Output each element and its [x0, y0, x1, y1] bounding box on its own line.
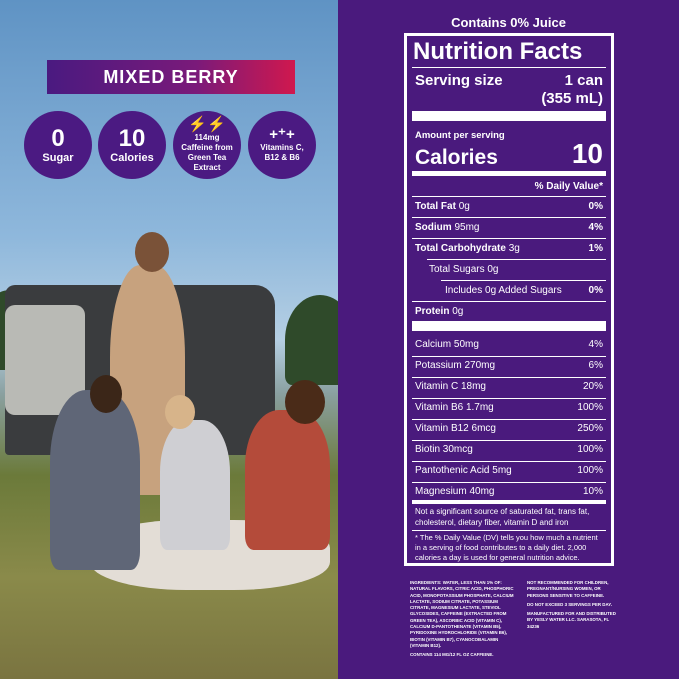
nutrient-row: Total Sugars 0g [429, 264, 499, 275]
nutrient-row: Total Carbohydrate 3g 1% [415, 243, 603, 254]
warning-text: NOT RECOMMENDED FOR CHILDREN, PREGNANT/N… [527, 580, 609, 598]
badge-label: 114mg Caffeine from Green Tea Extract [181, 133, 233, 172]
badge-label: Vitamins C, B12 & B6 [260, 143, 304, 162]
serving-size-ml: (355 mL) [541, 90, 603, 107]
badge-value: 0 [51, 125, 65, 152]
nutrient-row: Includes 0g Added Sugars 0% [445, 285, 603, 296]
vitamin-row: Vitamin C 18mg 20% [415, 381, 603, 392]
dv-header: % Daily Value* [534, 181, 603, 192]
badge-value: 10 [118, 125, 146, 152]
badge-label: Sugar [42, 152, 74, 164]
nutrient-row: Sodium 95mg 4% [415, 222, 603, 233]
vitamin-row: Potassium 270mg 6% [415, 360, 603, 371]
flavor-name: MIXED BERRY [103, 66, 239, 87]
ingredients-text: INGREDIENTS: WATER, LESS THAN 1% OF: NAT… [410, 580, 514, 648]
manufacturer-info: MANUFACTURED FOR AND DISTRIBUTED BY YESL… [527, 611, 616, 629]
dv-footnote: * The % Daily Value (DV) tells you how m… [415, 533, 598, 562]
badge-label: Calories [110, 152, 154, 164]
label-title: Nutrition Facts [413, 38, 583, 65]
badge-sugar: 0 Sugar [24, 111, 92, 179]
serving-size-label: Serving size [415, 72, 503, 89]
warning-block: NOT RECOMMENDED FOR CHILDREN, PREGNANT/N… [527, 580, 622, 630]
vitamin-row: Calcium 50mg 4% [415, 339, 603, 350]
vitamin-row: Biotin 30mcg 100% [415, 444, 603, 455]
not-significant-note: Not a significant source of saturated fa… [415, 507, 590, 527]
badge-caffeine: ⚡⚡ 114mg Caffeine from Green Tea Extract [173, 111, 241, 179]
vitamin-row: Vitamin B6 1.7mg 100% [415, 402, 603, 413]
serving-limit: DO NOT EXCEED 3 SERVINGS PER DAY. [527, 601, 612, 607]
ingredients-block: INGREDIENTS: WATER, LESS THAN 1% OF: NAT… [410, 580, 515, 659]
nutrient-row: Total Fat 0g 0% [415, 201, 603, 212]
amount-per-serving: Amount per serving [415, 130, 505, 141]
calories-label: Calories [415, 146, 498, 169]
nutrient-row: Protein 0g [415, 306, 464, 317]
serving-size-value: 1 can [564, 72, 603, 89]
lightning-bolts-icon: ⚡⚡ [188, 116, 226, 133]
badge-calories: 10 Calories [98, 111, 166, 179]
vitamin-row: Pantothenic Acid 5mg 100% [415, 465, 603, 476]
caffeine-note: CONTAINS 114 MG/12 FL OZ CAFFEINE. [410, 652, 494, 658]
nutrition-facts-label: Nutrition Facts Serving size 1 can (355 m… [404, 33, 614, 566]
juice-content: Contains 0% Juice [451, 15, 566, 30]
flavor-banner: MIXED BERRY [47, 60, 295, 94]
vitamin-row: Magnesium 40mg 10% [415, 486, 603, 497]
badge-vitamins: +⁺+ Vitamins C, B12 & B6 [248, 111, 316, 179]
calories-value: 10 [571, 138, 603, 169]
vitamin-row: Vitamin B12 6mcg 250% [415, 423, 603, 434]
product-lifestyle-photo [0, 0, 338, 679]
plus-signs-icon: +⁺+ [269, 126, 295, 143]
